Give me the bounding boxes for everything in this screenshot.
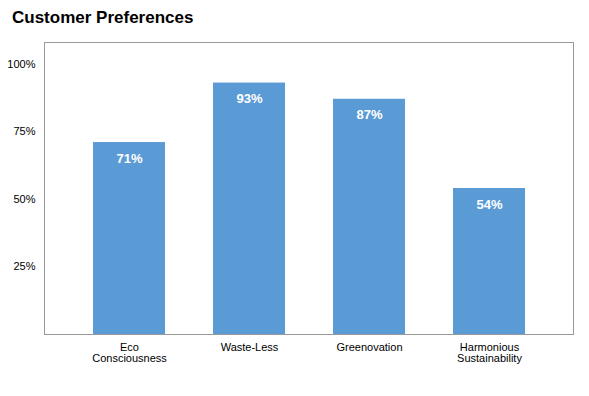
svg-text:75%: 75% — [13, 125, 35, 137]
svg-text:100%: 100% — [7, 58, 35, 70]
svg-text:HarmoniousSustainability: HarmoniousSustainability — [457, 341, 522, 364]
svg-text:EcoConsciousness: EcoConsciousness — [92, 341, 167, 364]
svg-text:Waste-Less: Waste-Less — [221, 341, 279, 353]
html-text:Customer Preferences: Customer Preferences — [12, 8, 194, 27]
svg-text:87%: 87% — [356, 107, 382, 122]
svg-text:50%: 50% — [13, 193, 35, 205]
svg-text:71%: 71% — [116, 151, 142, 166]
svg-text:25%: 25% — [13, 260, 35, 272]
svg-text:93%: 93% — [236, 91, 262, 106]
svg-text:54%: 54% — [476, 197, 502, 212]
svg-text:Greenovation: Greenovation — [336, 341, 402, 353]
